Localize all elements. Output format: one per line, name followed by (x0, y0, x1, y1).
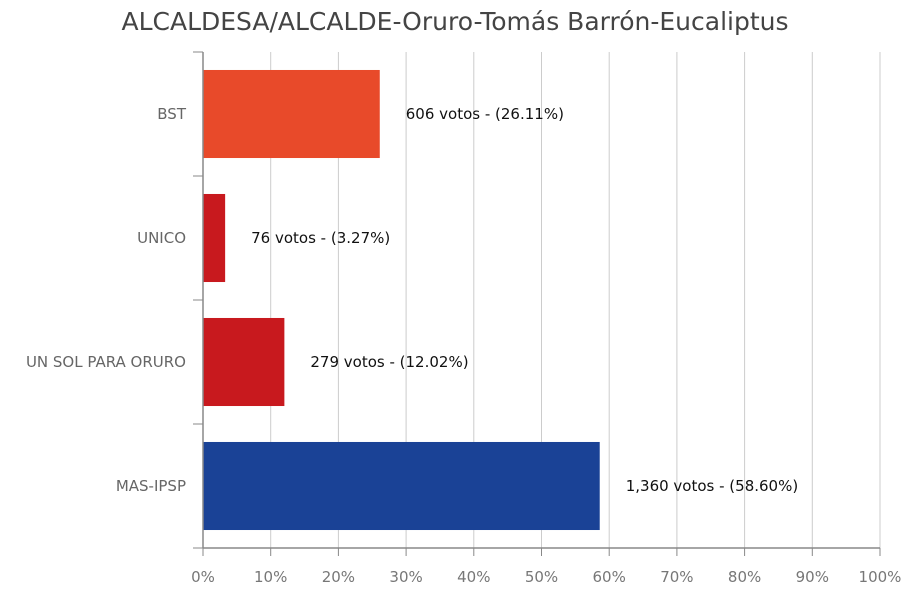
x-tick-label: 50% (525, 568, 558, 586)
x-tick-label: 0% (191, 568, 215, 586)
data-label: 279 votos - (12.02%) (310, 353, 468, 371)
axes (193, 51, 881, 556)
x-tick-label: 30% (389, 568, 422, 586)
chart-title: ALCALDESA/ALCALDE-Oruro-Tomás Barrón-Euc… (121, 7, 788, 36)
category-label: BST (157, 105, 187, 123)
x-tick-label: 80% (728, 568, 761, 586)
x-tick-label: 70% (660, 568, 693, 586)
bar (203, 317, 285, 407)
category-label: UNICO (137, 229, 186, 247)
labels: 0% 10% 20% 30% 40% 50% 60% 70% 80% 90% 100% BST 606 … (26, 105, 902, 586)
data-label: 606 votos - (26.11%) (406, 105, 564, 123)
x-tick-label: 40% (457, 568, 490, 586)
x-tick-label: 90% (796, 568, 829, 586)
category-label: UN SOL PARA ORURO (26, 353, 186, 371)
x-tick-label: 100% (859, 568, 902, 586)
x-tick-label: 20% (322, 568, 355, 586)
data-label: 76 votos - (3.27%) (251, 229, 390, 247)
data-label: 1,360 votos - (58.60%) (626, 477, 799, 495)
bars (203, 69, 600, 531)
bar (203, 69, 380, 159)
x-tick-label: 10% (254, 568, 287, 586)
bar (203, 441, 600, 531)
x-tick-label: 60% (593, 568, 626, 586)
bar (203, 193, 226, 283)
category-label: MAS-IPSP (116, 477, 186, 495)
